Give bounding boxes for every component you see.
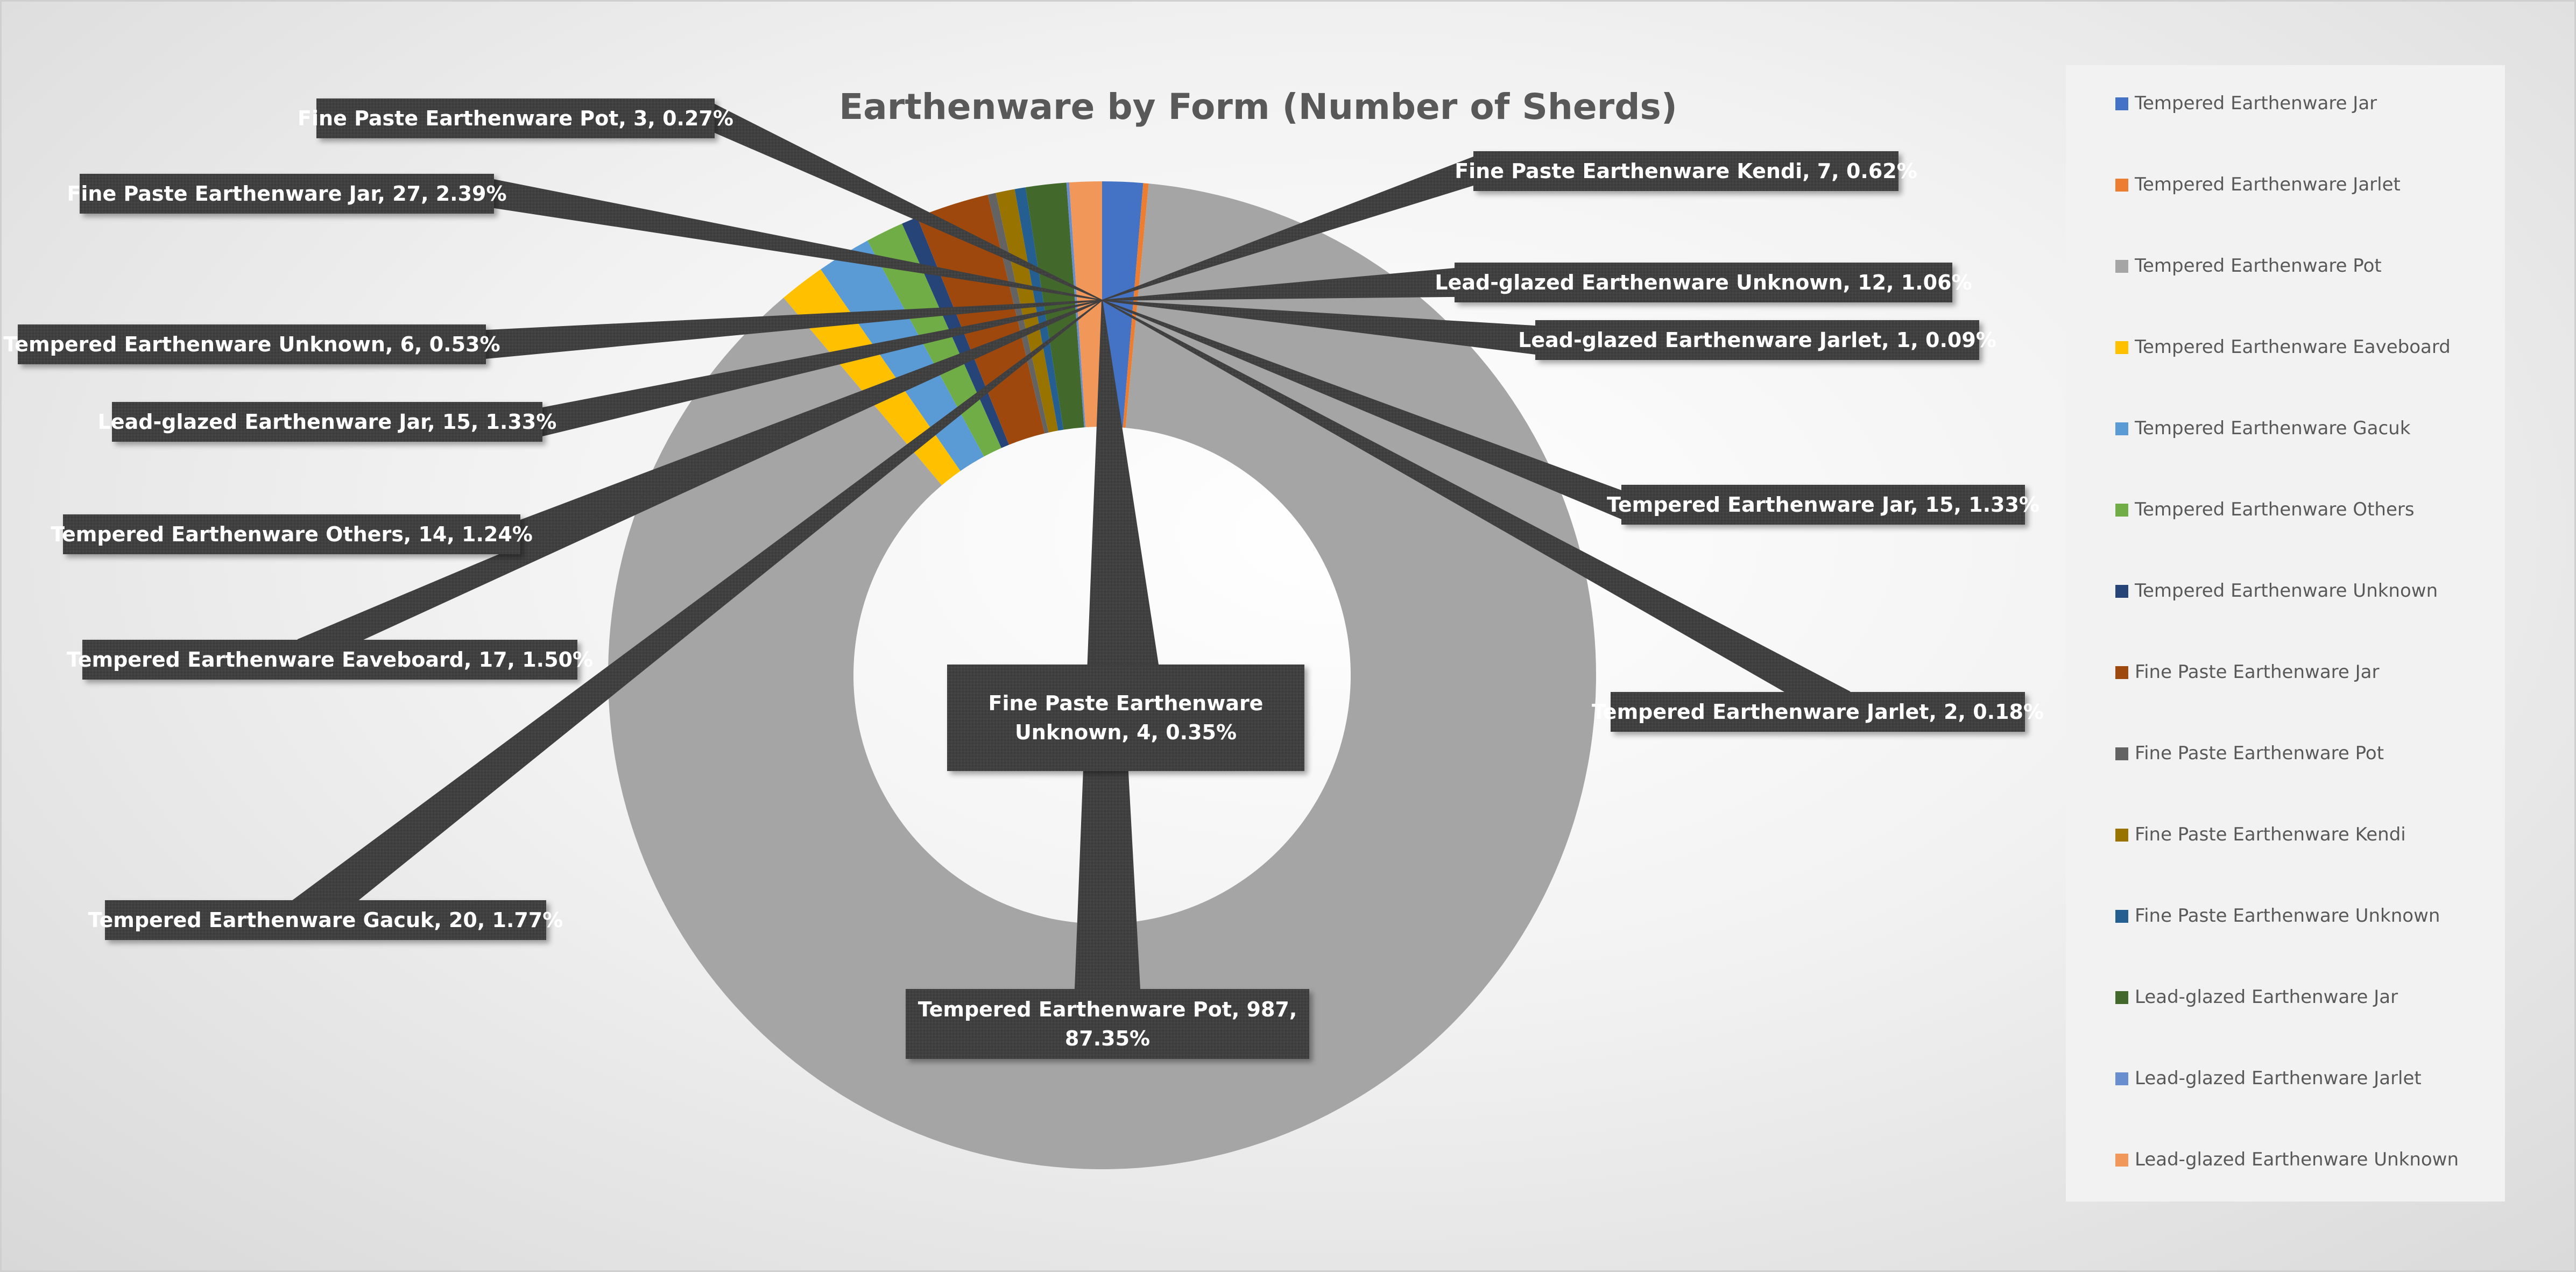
legend-label: Lead-glazed Earthenware Jarlet [2135,1068,2422,1089]
data-label-tempered-earthenware-gacuk: Tempered Earthenware Gacuk, 20, 1.77% [88,900,563,940]
data-label-box [1455,263,1952,302]
data-label-text: Tempered Earthenware Gacuk, 20, 1.77% [88,908,563,932]
legend-label: Tempered Earthenware Pot [2134,255,2382,277]
legend-box [2066,65,2505,1202]
data-label-tempered-earthenware-eaveboard: Tempered Earthenware Eaveboard, 17, 1.50… [67,640,593,680]
data-label-text-line-2: Unknown, 4, 0.35% [1015,720,1237,744]
data-label-box [1611,692,2025,732]
legend-label: Fine Paste Earthenware Pot [2135,743,2384,764]
data-label-text-line-1: Fine Paste Earthenware [989,691,1264,715]
data-label-text: Tempered Earthenware Unknown, 6, 0.53% [3,333,500,356]
legend-label: Tempered Earthenware Others [2134,499,2415,520]
data-label-box [105,900,546,940]
legend-item-lead-glazed-earthenware-jar: Lead-glazed Earthenware Jar [2115,986,2398,1008]
legend-item-lead-glazed-earthenware-jarlet: Lead-glazed Earthenware Jarlet [2115,1068,2422,1089]
slice-tempered-earthenware-gacuk [821,241,984,471]
data-label-box [63,514,520,554]
legend-label: Tempered Earthenware Gacuk [2134,418,2411,439]
data-label-text: Fine Paste Earthenware Pot, 3, 0.27% [298,107,733,130]
legend-label: Fine Paste Earthenware Unknown [2135,905,2440,927]
data-label-text: Tempered Earthenware Eaveboard, 17, 1.50… [67,648,593,672]
legend-swatch [2115,422,2128,435]
data-label-text: Lead-glazed Earthenware Jar, 15, 1.33% [98,410,557,434]
slice-lead-glazed-earthenware-jar [1025,182,1084,430]
legend-label: Tempered Earthenware Eaveboard [2134,336,2451,358]
data-label-text: Fine Paste Earthenware Jar, 27, 2.39% [67,182,506,206]
data-label-box [947,665,1304,771]
data-label-fine-paste-earthenware-pot: Fine Paste Earthenware Pot, 3, 0.27% [298,98,733,138]
legend-item-tempered-earthenware-jar: Tempered Earthenware Jar [2115,93,2377,114]
legend-swatch [2115,1154,2128,1167]
data-label-lead-glazed-earthenware-jarlet: Lead-glazed Earthenware Jarlet, 1, 0.09% [1518,320,1996,360]
legend-label: Lead-glazed Earthenware Jar [2135,986,2398,1008]
slice-fine-paste-earthenware-jar [917,194,1045,445]
data-label-tempered-earthenware-jarlet: Tempered Earthenware Jarlet, 2, 0.18% [1592,692,2044,732]
legend: Tempered Earthenware Jar Tempered Earthen… [2115,93,2459,1170]
legend-item-tempered-earthenware-jarlet: Tempered Earthenware Jarlet [2115,174,2401,195]
data-labels: Tempered Earthenware Jar, 15, 1.33% Tempe… [3,98,2044,1059]
data-label-text: Lead-glazed Earthenware Unknown, 12, 1.0… [1435,271,1972,294]
legend-label: Tempered Earthenware Jarlet [2134,174,2401,195]
legend-label: Tempered Earthenware Jar [2134,93,2377,114]
data-label-text: Fine Paste Earthenware Kendi, 7, 0.62% [1455,159,1917,183]
data-label-fine-paste-earthenware-jar: Fine Paste Earthenware Jar, 27, 2.39% [67,174,507,214]
data-label-box [1621,485,2025,525]
data-label-box [906,989,1309,1059]
data-label-text: Lead-glazed Earthenware Jarlet, 1, 0.09% [1518,328,1996,352]
data-label-tempered-earthenware-jar: Tempered Earthenware Jar, 15, 1.33% [1607,485,2039,525]
legend-item-tempered-earthenware-gacuk: Tempered Earthenware Gacuk [2115,418,2411,439]
data-label-fine-paste-earthenware-unknown: Fine Paste Earthenware Unknown, 4, 0.35% [947,665,1304,771]
data-label-text-line-2: 87.35% [1065,1027,1150,1050]
data-label-box [1535,320,1979,360]
legend-item-fine-paste-earthenware-pot: Fine Paste Earthenware Pot [2115,743,2384,764]
legend-label: Fine Paste Earthenware Kendi [2135,824,2406,845]
legend-swatch [2115,991,2128,1004]
data-label-text: Tempered Earthenware Others, 14, 1.24% [51,522,533,546]
legend-swatch [2115,666,2128,679]
legend-label: Lead-glazed Earthenware Unknown [2135,1149,2459,1170]
legend-swatch [2115,341,2128,354]
data-label-box [82,640,577,680]
data-label-box [316,98,715,138]
legend-item-fine-paste-earthenware-jar: Fine Paste Earthenware Jar [2115,661,2379,683]
data-label-box [80,174,494,214]
chart-title: Earthenware by Form (Number of Sherds) [839,86,1677,128]
legend-swatch [2115,1072,2128,1085]
data-label-lead-glazed-earthenware-jar: Lead-glazed Earthenware Jar, 15, 1.33% [98,402,557,442]
leader-lines [291,103,1851,990]
slice-fine-paste-earthenware-kendi [996,189,1058,433]
data-label-text: Tempered Earthenware Jar, 15, 1.33% [1607,493,2039,517]
legend-item-fine-paste-earthenware-unknown: Fine Paste Earthenware Unknown [2115,905,2440,927]
legend-swatch [2115,179,2128,192]
data-label-box [18,324,486,364]
data-label-box [112,402,542,442]
legend-swatch [2115,829,2128,842]
legend-swatch [2115,97,2128,110]
legend-item-tempered-earthenware-pot: Tempered Earthenware Pot [2115,255,2382,277]
data-label-tempered-earthenware-others: Tempered Earthenware Others, 14, 1.24% [51,514,533,554]
legend-item-fine-paste-earthenware-kendi: Fine Paste Earthenware Kendi [2115,824,2406,845]
legend-label: Tempered Earthenware Unknown [2134,580,2438,602]
legend-item-lead-glazed-earthenware-unknown: Lead-glazed Earthenware Unknown [2115,1149,2459,1170]
data-label-text: Tempered Earthenware Jarlet, 2, 0.18% [1592,700,2044,724]
data-label-box [1473,151,1899,191]
legend-swatch [2115,910,2128,923]
legend-item-tempered-earthenware-others: Tempered Earthenware Others [2115,499,2415,520]
legend-item-tempered-earthenware-unknown: Tempered Earthenware Unknown [2115,580,2438,602]
legend-swatch [2115,260,2128,273]
legend-swatch [2115,585,2128,598]
legend-swatch [2115,504,2128,517]
data-label-lead-glazed-earthenware-unknown: Lead-glazed Earthenware Unknown, 12, 1.0… [1435,263,1972,302]
legend-item-tempered-earthenware-eaveboard: Tempered Earthenware Eaveboard [2115,336,2451,358]
data-label-tempered-earthenware-pot: Tempered Earthenware Pot, 987, 87.35% [906,989,1309,1059]
data-label-tempered-earthenware-unknown: Tempered Earthenware Unknown, 6, 0.53% [3,324,500,364]
data-label-fine-paste-earthenware-kendi: Fine Paste Earthenware Kendi, 7, 0.62% [1455,151,1917,191]
legend-label: Fine Paste Earthenware Jar [2135,661,2379,683]
slice-fine-paste-earthenware-unknown [1014,187,1064,431]
slice-tempered-earthenware-jarlet [1123,183,1149,428]
legend-swatch [2115,747,2128,760]
data-label-text-line-1: Tempered Earthenware Pot, 987, [918,998,1297,1021]
